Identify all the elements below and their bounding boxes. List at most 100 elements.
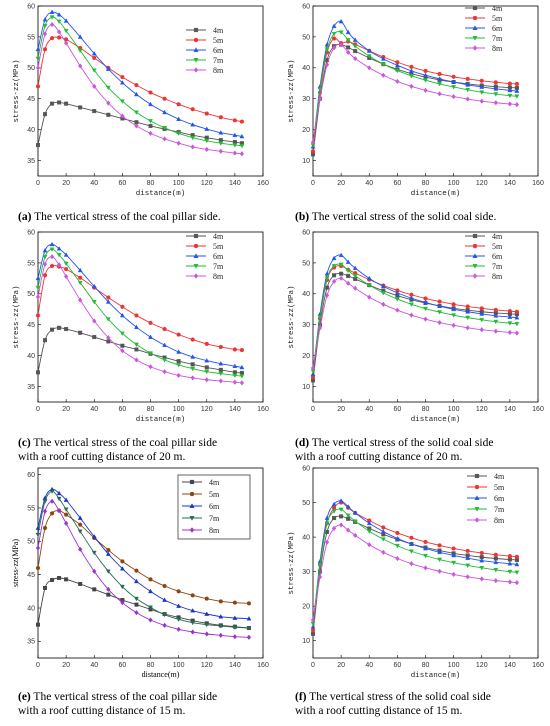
x-tick-label: 20	[62, 662, 70, 669]
data-point-7m	[479, 566, 485, 571]
data-point-8m	[204, 146, 209, 153]
legend-label-5m: 5m	[213, 36, 224, 45]
data-point-5m	[134, 313, 139, 318]
legend-marker-4m	[472, 5, 478, 11]
legend-marker-4m	[472, 233, 478, 239]
data-point-6m	[239, 133, 245, 139]
y-tick-label: 10	[302, 384, 310, 391]
y-tick-label: 60	[27, 472, 35, 479]
data-point-8m	[78, 297, 83, 303]
legend-label-4m: 4m	[209, 478, 220, 487]
data-point-5m	[57, 35, 62, 40]
data-point-7m	[423, 553, 428, 559]
data-point-6m	[105, 551, 111, 556]
data-point-5m	[514, 309, 519, 314]
data-point-6m	[465, 309, 471, 314]
data-point-6m	[331, 501, 337, 507]
legend-marker-6m	[189, 503, 195, 508]
data-point-6m	[465, 555, 471, 560]
legend-marker-4m	[474, 473, 480, 479]
data-point-7m	[63, 28, 69, 34]
series-8m	[35, 498, 252, 640]
legend-marker-8m	[472, 45, 478, 51]
data-point-6m	[134, 578, 139, 584]
data-point-4m	[50, 577, 55, 582]
data-point-7m	[49, 247, 55, 252]
x-tick-label: 40	[90, 180, 98, 187]
legend-label-8m: 8m	[492, 44, 503, 53]
data-point-7m	[119, 584, 125, 590]
data-point-5m	[451, 546, 456, 551]
x-tick-label: 0	[311, 662, 315, 669]
data-point-5m	[423, 296, 428, 301]
data-point-7m	[148, 605, 153, 610]
legend-label-5m: 5m	[209, 490, 220, 499]
data-point-8m	[451, 571, 456, 578]
x-tick-label: 60	[393, 180, 401, 187]
data-point-8m	[190, 629, 195, 635]
x-tick-label: 100	[448, 662, 460, 669]
data-point-8m	[338, 275, 344, 282]
data-point-8m	[162, 136, 167, 142]
series-line-8m	[37, 24, 242, 155]
data-point-5m	[148, 320, 153, 325]
x-tick-label: 140	[229, 662, 241, 669]
data-point-8m	[367, 294, 372, 300]
x-tick-label: 20	[62, 406, 70, 413]
data-point-8m	[514, 101, 520, 108]
data-point-6m	[190, 354, 196, 359]
data-point-8m	[232, 634, 238, 640]
data-point-5m	[332, 36, 337, 41]
data-point-5m	[176, 332, 181, 337]
data-point-8m	[514, 330, 520, 336]
legend-label-6m: 6m	[492, 252, 503, 261]
caption-e-letter: (e)	[18, 691, 31, 703]
y-axis-label: stress-zz(MPa)	[288, 531, 296, 594]
data-point-6m	[409, 541, 414, 546]
data-point-6m	[204, 611, 210, 616]
series-7m	[310, 507, 520, 627]
caption-b-letter: (b)	[295, 211, 310, 223]
data-point-8m	[353, 532, 358, 539]
data-point-5m	[148, 90, 153, 95]
x-axis-label: distance(m)	[411, 672, 461, 680]
data-point-8m	[78, 63, 83, 69]
y-tick-label: 20	[302, 127, 310, 134]
data-point-6m	[423, 299, 428, 305]
data-point-6m	[345, 259, 351, 264]
series-6m	[310, 498, 520, 629]
data-point-5m	[409, 64, 414, 69]
series-line-6m	[37, 243, 242, 368]
data-point-8m	[465, 96, 470, 102]
data-point-8m	[232, 150, 238, 156]
data-point-7m	[56, 496, 62, 502]
data-point-4m	[339, 271, 344, 276]
y-tick-label: 60	[302, 3, 310, 10]
data-point-4m	[232, 370, 237, 375]
caption-a-text: The vertical stress of the coal pillar s…	[31, 211, 221, 223]
data-point-5m	[239, 347, 244, 353]
data-point-4m	[64, 577, 69, 582]
data-point-5m	[239, 119, 244, 124]
data-point-7m	[63, 507, 69, 512]
data-point-4m	[106, 592, 111, 597]
data-point-7m	[91, 300, 97, 305]
data-point-6m	[423, 545, 428, 551]
legend-label-4m: 4m	[213, 26, 224, 35]
data-point-4m	[353, 49, 358, 54]
data-point-7m	[204, 622, 210, 628]
data-point-6m	[77, 267, 83, 273]
data-point-8m	[106, 335, 111, 341]
y-tick-label: 35	[27, 158, 35, 165]
data-point-7m	[239, 374, 245, 379]
legend-label-8m: 8m	[494, 516, 505, 525]
data-point-6m	[493, 559, 499, 565]
caption-d-text2: with a roof cutting distance of 20 m.	[295, 451, 463, 463]
legend-label-5m: 5m	[213, 242, 224, 251]
x-axis-label: distance(m)	[411, 416, 461, 424]
caption-e-text: The vertical stress of the coal pillar s…	[30, 691, 218, 703]
chart-panel-f: 0 20 40 60 80 100 120 140 160 10 20 30 40 50 60 distanc…	[275, 462, 550, 684]
legend-label-5m: 5m	[492, 14, 503, 23]
